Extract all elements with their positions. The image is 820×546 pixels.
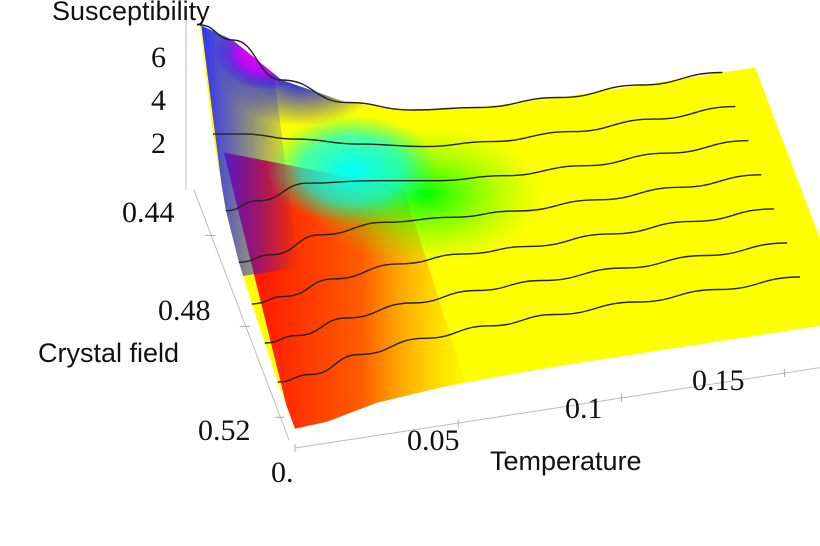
z-tick-label: 2 bbox=[151, 127, 166, 160]
x-tick-label: 0. bbox=[271, 456, 294, 489]
z-tick-label: 6 bbox=[151, 41, 166, 74]
x-tick-label: 0.05 bbox=[407, 424, 460, 457]
contour-line bbox=[251, 208, 775, 305]
x-tick-label: 0.1 bbox=[565, 392, 603, 425]
y-axis-line bbox=[193, 189, 290, 441]
y-tick-label: 0.48 bbox=[158, 294, 211, 327]
x-axis-line bbox=[294, 367, 820, 449]
contour-line bbox=[225, 140, 749, 212]
y-axis-title: Crystal field bbox=[38, 338, 179, 368]
surface-cyan-region bbox=[267, 114, 438, 225]
y-tick-label: 0.52 bbox=[198, 414, 251, 447]
y-tick-label: 0.44 bbox=[122, 196, 175, 229]
surface-peak-region bbox=[215, 25, 320, 91]
x-tick-label: 0.15 bbox=[692, 364, 745, 397]
contour-line bbox=[212, 105, 736, 148]
contour-lines bbox=[199, 24, 801, 383]
z-tick-label: 4 bbox=[151, 84, 166, 117]
contour-line bbox=[264, 242, 788, 344]
contour-line bbox=[199, 24, 723, 111]
contour-line bbox=[277, 276, 801, 383]
x-axis-title: Temperature bbox=[490, 446, 642, 476]
z-axis-title: Susceptibility bbox=[52, 0, 210, 26]
axes bbox=[185, 15, 820, 452]
contour-line bbox=[238, 174, 762, 263]
